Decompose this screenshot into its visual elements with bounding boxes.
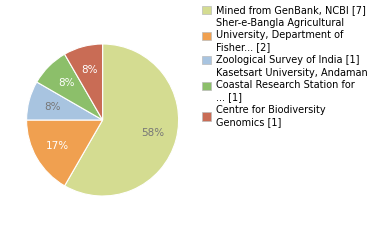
Wedge shape <box>37 54 103 120</box>
Wedge shape <box>65 44 103 120</box>
Text: 58%: 58% <box>141 128 164 138</box>
Text: 8%: 8% <box>44 102 61 112</box>
Text: 8%: 8% <box>58 78 74 89</box>
Wedge shape <box>27 82 103 120</box>
Text: 8%: 8% <box>81 65 98 75</box>
Wedge shape <box>27 120 103 186</box>
Wedge shape <box>65 44 179 196</box>
Legend: Mined from GenBank, NCBI [7], Sher-e-Bangla Agricultural
University, Department : Mined from GenBank, NCBI [7], Sher-e-Ban… <box>203 5 368 127</box>
Text: 17%: 17% <box>46 141 70 151</box>
